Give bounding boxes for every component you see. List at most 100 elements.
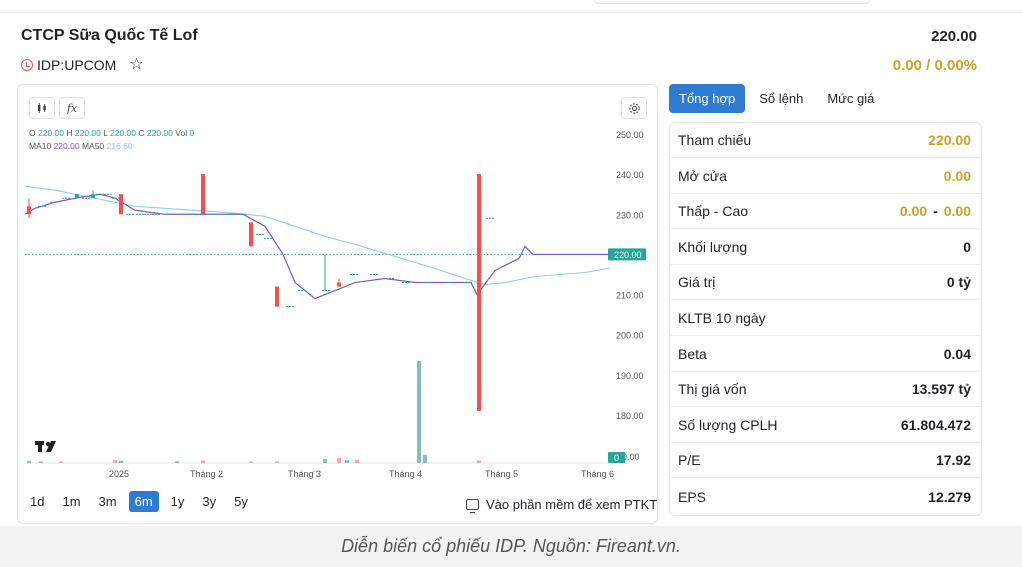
stat-label: Tham chiếu xyxy=(678,132,752,148)
volume-value: 0 xyxy=(614,453,619,463)
period-5y[interactable]: 5y xyxy=(234,494,248,509)
stat-value: 0.00-0.00 xyxy=(900,203,971,219)
stat-row: Giá trị 0 tỷ xyxy=(670,265,981,301)
volume-bar xyxy=(27,460,31,463)
x-tick-label: Tháng 6 xyxy=(581,469,614,479)
x-tick-label: 2025 xyxy=(109,469,129,479)
candle-body xyxy=(75,194,79,199)
info-tabs: Tổng hợp Sổ lệnh Mức giá xyxy=(669,84,888,113)
ohlc-l: L xyxy=(103,128,110,138)
stat-value: 220.00 xyxy=(928,132,971,148)
period-3m[interactable]: 3m xyxy=(98,494,117,509)
volume-bar xyxy=(39,461,43,463)
current-price: 220.00 xyxy=(931,28,977,45)
last-price-tag xyxy=(608,248,646,261)
stat-row: Beta 0.04 xyxy=(670,337,981,372)
stat-value: 12.279 xyxy=(928,488,971,505)
y-tick-label: 0.00 xyxy=(622,452,640,462)
candlestick-icon[interactable] xyxy=(29,97,55,119)
stat-dash: - xyxy=(933,203,938,220)
stat-label: Giá trị xyxy=(678,274,716,291)
stat-label: EPS xyxy=(678,488,707,505)
indicator-fx-button[interactable]: fx xyxy=(59,97,85,119)
stat-label: Mở cửa xyxy=(678,167,727,184)
stat-row: Mở cửa 0.00 xyxy=(670,159,981,194)
period-selector: 1d 1m 3m 6m 1y 3y 5y xyxy=(24,491,254,512)
volume-bar xyxy=(175,461,179,463)
volume-bar xyxy=(113,459,117,463)
y-tick-label: 200.00 xyxy=(616,331,644,341)
stat-row: Tham chiếu 220.00 xyxy=(670,123,981,158)
period-1d[interactable]: 1d xyxy=(30,494,45,509)
candle-body xyxy=(337,282,341,287)
stat-label: KLTB 10 ngày xyxy=(678,310,766,326)
stat-label: Thấp - Cao xyxy=(678,203,749,220)
tradingview-logo-icon xyxy=(35,441,56,452)
caption-bar: Diễn biến cổ phiếu IDP. Nguồn: Fireant.v… xyxy=(0,526,1022,567)
tab-0[interactable]: Tổng hợp xyxy=(669,84,746,113)
candle-body xyxy=(275,286,279,307)
period-3y[interactable]: 3y xyxy=(202,494,217,509)
period-1y[interactable]: 1y xyxy=(170,494,185,509)
figure-caption: Diễn biến cổ phiếu IDP. Nguồn: Fireant.v… xyxy=(341,536,681,556)
candle-body xyxy=(477,174,481,411)
candle-body xyxy=(201,174,205,215)
candle-body xyxy=(249,222,253,247)
volume-bar xyxy=(477,460,481,463)
stats-panel: Tham chiếu 220.00 Mở cửa 0.00 Thấp - Cao 0.00… xyxy=(669,122,982,516)
stat-row: KLTB 10 ngày xyxy=(670,301,981,336)
ma50-line xyxy=(24,185,611,286)
x-tick-label: Tháng 5 xyxy=(485,469,518,479)
period-6m[interactable]: 6m xyxy=(128,491,159,512)
y-tick-label: 240.00 xyxy=(616,170,644,180)
monitor-icon xyxy=(466,499,479,514)
gear-icon[interactable] xyxy=(621,97,647,119)
ohlc-vol_val: 0 xyxy=(189,128,194,138)
y-tick-label: 190.00 xyxy=(616,371,644,381)
star-icon[interactable]: ☆ xyxy=(129,56,144,73)
ma-ma10_val: 220.00 xyxy=(54,141,82,151)
ohlc-h: H xyxy=(66,128,75,138)
candle-body xyxy=(91,194,95,199)
top-divider xyxy=(0,12,1022,13)
tab-2[interactable]: Mức giá xyxy=(827,91,875,106)
volume-bar xyxy=(59,461,63,463)
stat-value: 17.92 xyxy=(935,452,971,469)
stat-row: Thấp - Cao 0.00-0.00 xyxy=(670,194,981,230)
last-price-value: 220.00 xyxy=(614,250,642,260)
tab-1[interactable]: Sổ lệnh xyxy=(759,91,804,106)
y-tick-label: 210.00 xyxy=(616,291,644,301)
x-tick-label: Tháng 3 xyxy=(288,469,321,479)
company-name: CTCP Sữa Quốc Tế Lof xyxy=(21,27,198,44)
ptkt-link[interactable]: Vào phần mềm để xem PTKT xyxy=(466,497,658,514)
stat-row: Khối lượng 0 xyxy=(670,230,981,265)
volume-tag xyxy=(608,452,625,463)
stat-label: Thị giá vốn xyxy=(678,381,747,398)
volume-bar xyxy=(417,361,421,463)
stat-value: 61.804.472 xyxy=(900,416,971,433)
volume-bar xyxy=(201,460,205,463)
period-1m[interactable]: 1m xyxy=(62,494,81,509)
stat-value: 13.597 tỷ xyxy=(911,381,971,398)
price-change: 0.00 / 0.00% xyxy=(892,57,977,74)
ptkt-link-label: Vào phần mềm để xem PTKT xyxy=(486,497,658,512)
price-chart[interactable]: 250.00 240.00 230.00 210.00 200.00 190.00 180.… xyxy=(18,85,659,525)
y-tick-label: 250.00 xyxy=(616,130,644,140)
stat-label: Khối lượng xyxy=(678,238,748,255)
stat-value: 0 tỷ xyxy=(946,274,971,291)
volume-bar xyxy=(249,461,253,463)
stat-value: 0.04 xyxy=(943,345,971,362)
ohlc-vol: Vol xyxy=(175,128,189,138)
y-tick-label: 180.00 xyxy=(616,411,644,421)
stat-value-low: 0.00 xyxy=(899,203,928,220)
volume-bar xyxy=(337,457,341,463)
volume-bar xyxy=(275,461,279,463)
volume-bar xyxy=(323,458,327,463)
ma-ma50_val: 216.60 xyxy=(107,141,133,151)
ma10-line xyxy=(24,193,610,300)
search-box-edge[interactable] xyxy=(594,0,870,4)
candle-body xyxy=(119,194,123,215)
ma-legend: MA10 220.00 MA50 216.60 xyxy=(29,141,133,151)
ohlc-c: C xyxy=(138,128,147,138)
ohlc-o: O xyxy=(29,128,38,138)
